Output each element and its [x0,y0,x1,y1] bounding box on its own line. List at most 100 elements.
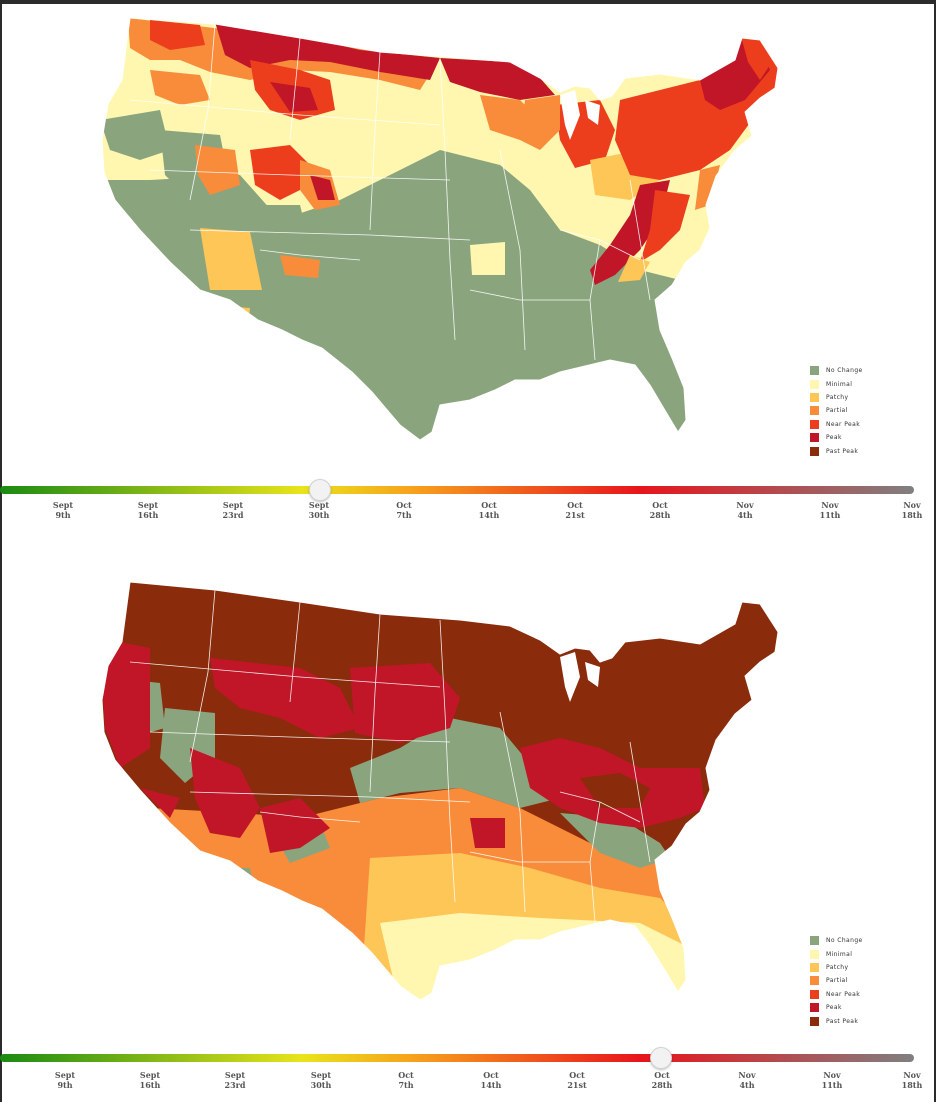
tick-day: 11th [821,1080,843,1090]
tick-day: 9th [55,510,71,520]
tick-month: Sept [308,500,330,510]
foliage-regions [102,582,778,1000]
date-tick[interactable]: Nov 18th [887,500,936,520]
legend-label: No Change [826,937,863,945]
tick-day: 18th [901,510,923,520]
tick-month: Oct [654,1070,670,1080]
window-frame-left [0,0,2,1102]
us-outline [101,581,779,1001]
tick-month: Nov [738,1070,756,1080]
date-tick[interactable]: Oct 28th [637,1070,687,1090]
legend-item: Partial [810,404,863,417]
foliage-map-panel-oct-28: No Change Minimal Patchy Partial Near Pe… [0,568,936,1102]
date-slider-track[interactable] [0,486,914,494]
legend-item: Patchy [810,961,863,974]
legend-item: Minimal [810,377,863,390]
legend-item: Minimal [810,947,863,960]
legend-swatch [810,989,819,999]
window-frame-right [934,0,936,1102]
tick-month: Oct [567,500,583,510]
legend-swatch [810,949,819,959]
legend-swatch [810,406,819,416]
tick-month: Nov [903,1070,921,1080]
tick-month: Oct [652,500,668,510]
tick-day: 9th [57,1080,73,1090]
us-outline [101,17,779,441]
tick-day: 7th [396,510,412,520]
legend-label: No Change [826,367,863,375]
date-tick[interactable]: Sept 23rd [208,500,258,520]
tick-month: Sept [54,1070,76,1080]
legend-label: Minimal [826,380,853,388]
legend-item: Past Peak [810,1014,863,1027]
legend-label: Near Peak [826,990,861,998]
lake-michigan [560,652,580,702]
legend-item: Patchy [810,391,863,404]
tick-day: 4th [737,510,753,520]
legend-label: Peak [826,434,842,442]
legend-item: Near Peak [810,418,863,431]
legend-swatch [810,392,819,402]
tick-day: 14th [478,510,500,520]
legend-swatch [810,419,819,429]
legend-item: Near Peak [810,988,863,1001]
legend-item: Peak [810,431,863,444]
date-tick[interactable]: Sept 16th [125,1070,175,1090]
tick-day: 4th [739,1080,755,1090]
legend-swatch [810,446,819,456]
tick-month: Nov [736,500,754,510]
date-tick[interactable]: Sept 30th [294,500,344,520]
legend-item: No Change [810,364,863,377]
tick-month: Sept [139,1070,161,1080]
legend-swatch [810,1016,819,1026]
us-foliage-map [101,17,779,441]
date-tick[interactable]: Nov 11th [805,500,855,520]
lake-huron [585,662,600,687]
us-foliage-map [101,581,779,1001]
tick-day: 23rd [224,1080,246,1090]
date-tick[interactable]: Oct 21st [552,1070,602,1090]
tick-month: Sept [137,500,159,510]
date-tick[interactable]: Sept 9th [38,500,88,520]
state-borders [129,23,651,361]
state-borders [129,589,651,923]
tick-day: 14th [480,1080,502,1090]
date-tick[interactable]: Nov 18th [887,1070,936,1090]
date-tick[interactable]: Sept 9th [40,1070,90,1090]
tick-day: 30th [310,1080,332,1090]
tick-month: Sept [52,500,74,510]
date-slider-track[interactable] [0,1054,914,1062]
tick-month: Nov [823,1070,841,1080]
tick-month: Nov [903,500,921,510]
date-tick[interactable]: Oct 21st [550,500,600,520]
tick-day: 23rd [222,510,244,520]
legend-label: Past Peak [826,447,859,455]
date-tick[interactable]: Nov 4th [722,1070,772,1090]
tick-day: 30th [308,510,330,520]
tick-month: Oct [396,500,412,510]
date-tick[interactable]: Nov 11th [807,1070,857,1090]
tick-month: Sept [224,1070,246,1080]
legend-swatch [810,366,819,376]
tick-month: Oct [569,1070,585,1080]
legend-label: Partial [826,407,848,415]
date-tick[interactable]: Oct 14th [466,1070,516,1090]
date-slider-knob[interactable] [650,1047,672,1069]
date-tick[interactable]: Nov 4th [720,500,770,520]
tick-day: 28th [649,510,671,520]
legend-swatch [810,1003,819,1013]
tick-month: Sept [222,500,244,510]
date-tick[interactable]: Oct 14th [464,500,514,520]
date-tick[interactable]: Oct 7th [379,500,429,520]
legend-swatch [810,936,819,946]
date-slider-knob[interactable] [309,479,331,501]
date-tick[interactable]: Sept 30th [296,1070,346,1090]
tick-day: 16th [137,510,159,520]
date-tick[interactable]: Oct 7th [381,1070,431,1090]
date-tick[interactable]: Oct 28th [635,500,685,520]
legend-item: Past Peak [810,444,863,457]
map-legend: No Change Minimal Patchy Partial Near Pe… [810,934,863,1028]
date-tick[interactable]: Sept 16th [123,500,173,520]
date-tick[interactable]: Sept 23rd [210,1070,260,1090]
legend-label: Patchy [826,393,849,401]
